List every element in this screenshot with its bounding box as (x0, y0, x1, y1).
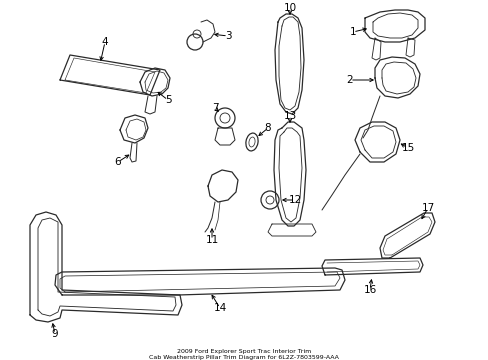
Text: Cab Weatherstrip Pillar Trim Diagram for 6L2Z-7803599-AAA: Cab Weatherstrip Pillar Trim Diagram for… (149, 356, 338, 360)
Text: 5: 5 (164, 95, 171, 105)
Text: 12: 12 (288, 195, 301, 205)
Text: 7: 7 (211, 103, 218, 113)
Text: 14: 14 (213, 303, 226, 313)
Text: 8: 8 (264, 123, 271, 133)
Text: 11: 11 (205, 235, 218, 245)
Text: 3: 3 (224, 31, 231, 41)
Text: 1: 1 (349, 27, 356, 37)
Text: 13: 13 (283, 111, 296, 121)
Text: 17: 17 (421, 203, 434, 213)
Text: 10: 10 (283, 3, 296, 13)
Text: 2009 Ford Explorer Sport Trac Interior Trim: 2009 Ford Explorer Sport Trac Interior T… (177, 350, 310, 355)
Text: 6: 6 (115, 157, 121, 167)
Text: 15: 15 (401, 143, 414, 153)
Text: 9: 9 (52, 329, 58, 339)
Text: 2: 2 (346, 75, 353, 85)
Text: 4: 4 (102, 37, 108, 47)
Text: 16: 16 (363, 285, 376, 295)
